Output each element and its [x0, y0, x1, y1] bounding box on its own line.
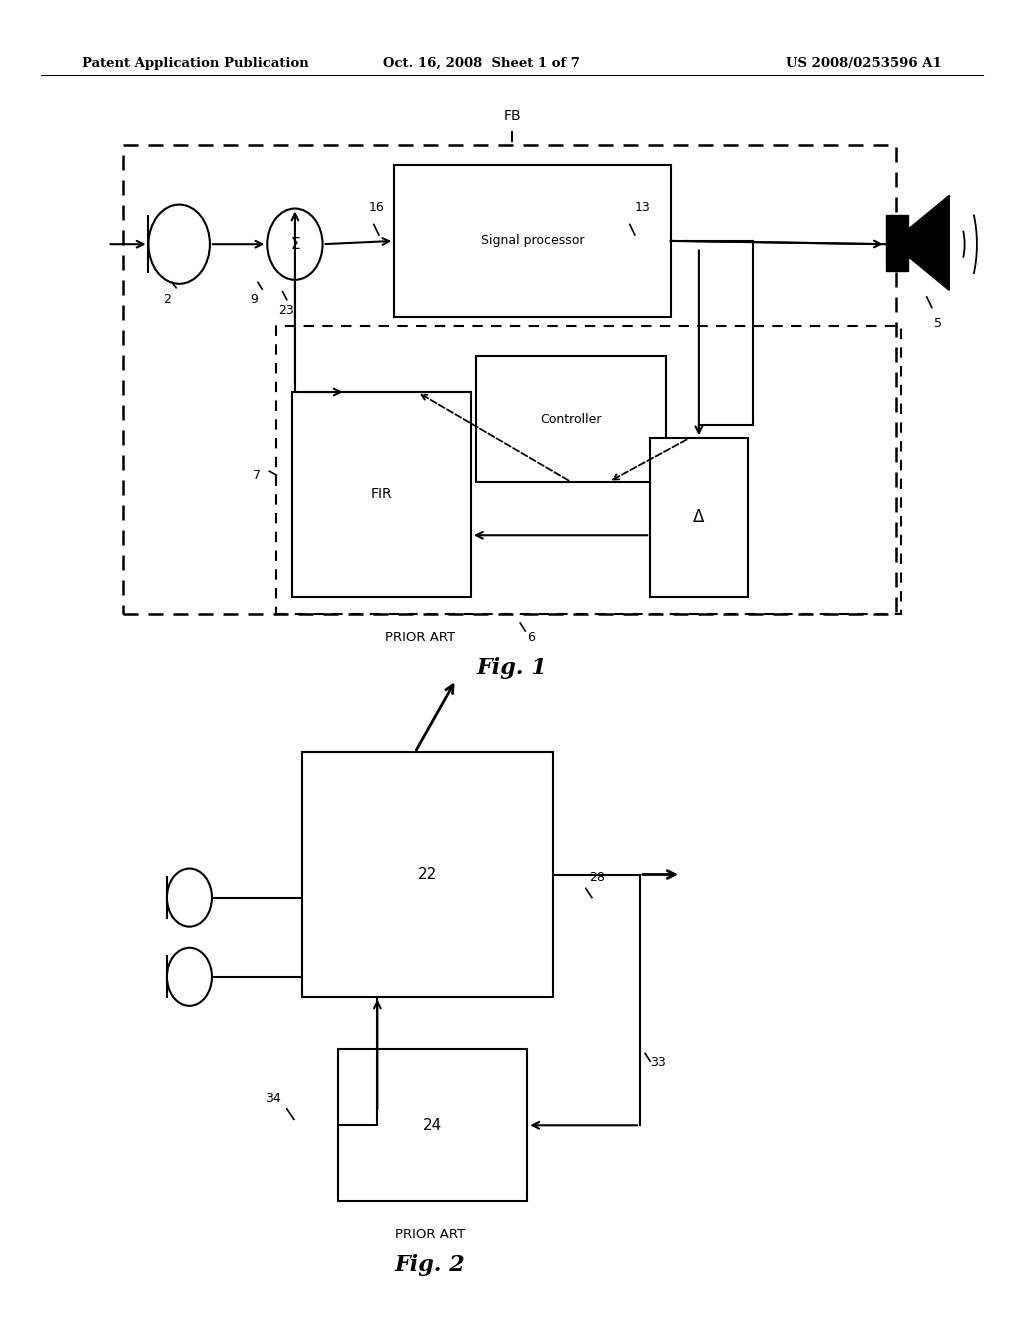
Text: 13: 13 — [635, 201, 650, 214]
Text: PRIOR ART: PRIOR ART — [385, 631, 455, 644]
Text: Fig. 1: Fig. 1 — [476, 657, 548, 680]
Text: Σ: Σ — [290, 236, 300, 252]
Text: 33: 33 — [650, 1056, 666, 1069]
Text: FIR: FIR — [371, 487, 392, 502]
Text: Oct. 16, 2008  Sheet 1 of 7: Oct. 16, 2008 Sheet 1 of 7 — [383, 57, 580, 70]
Text: Δ: Δ — [693, 508, 705, 527]
FancyBboxPatch shape — [476, 356, 666, 482]
FancyBboxPatch shape — [394, 165, 671, 317]
Text: FB: FB — [503, 108, 521, 123]
Text: 22: 22 — [418, 867, 437, 882]
Text: Patent Application Publication: Patent Application Publication — [82, 57, 308, 70]
FancyBboxPatch shape — [650, 438, 748, 597]
Text: 2: 2 — [163, 293, 171, 306]
FancyBboxPatch shape — [302, 752, 553, 997]
Text: 7: 7 — [253, 469, 261, 482]
Text: 5: 5 — [934, 317, 942, 330]
Text: 16: 16 — [369, 201, 384, 214]
Text: PRIOR ART: PRIOR ART — [395, 1228, 465, 1241]
Text: Controller: Controller — [540, 413, 602, 425]
FancyBboxPatch shape — [292, 392, 471, 597]
Text: 28: 28 — [589, 871, 605, 884]
Text: 9: 9 — [250, 293, 258, 306]
Text: 34: 34 — [265, 1092, 281, 1105]
Text: 6: 6 — [527, 631, 536, 644]
Text: 24: 24 — [423, 1118, 442, 1133]
Text: 23: 23 — [279, 304, 294, 317]
Text: Signal processor: Signal processor — [480, 235, 585, 247]
Polygon shape — [886, 215, 908, 271]
Text: US 2008/0253596 A1: US 2008/0253596 A1 — [786, 57, 942, 70]
Polygon shape — [908, 195, 949, 290]
Text: Fig. 2: Fig. 2 — [394, 1254, 466, 1276]
FancyBboxPatch shape — [338, 1049, 527, 1201]
